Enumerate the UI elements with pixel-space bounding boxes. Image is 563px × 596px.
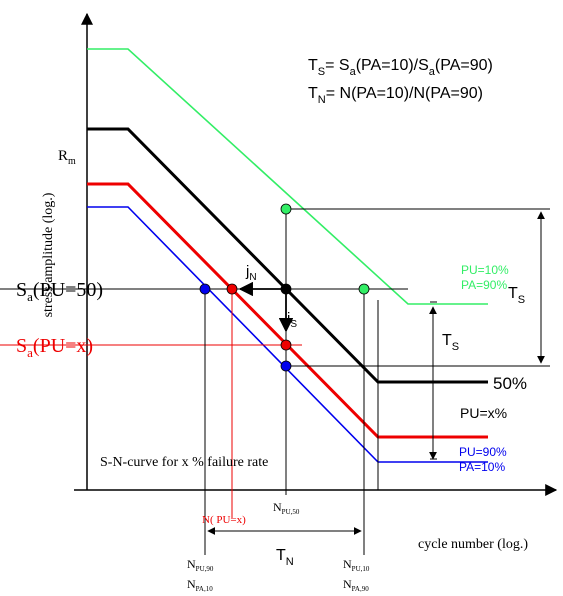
label-tn: TN xyxy=(276,547,294,568)
dot-red-center xyxy=(280,339,292,351)
label-pu90: PU=90% xyxy=(459,445,507,459)
label-js: jS xyxy=(286,310,297,330)
label-pa90: PA=90% xyxy=(461,278,507,292)
label-ts-mid: TS xyxy=(442,332,459,353)
label-npa10: NPA,10 xyxy=(187,577,213,593)
y-axis-label: stress amplitude (log.) xyxy=(41,192,56,317)
label-npa90: NPA,90 xyxy=(343,577,369,593)
dot-blue-center xyxy=(280,360,292,372)
label-npu90: NPU,90 xyxy=(187,557,214,573)
curve-caption: S-N-curve for x % failure rate xyxy=(100,455,268,470)
dot-green-right xyxy=(358,283,370,295)
dot-black xyxy=(280,283,292,295)
label-pux: PU=x% xyxy=(460,405,507,421)
label-npux: N( PU=x) xyxy=(202,514,246,526)
label-sax: Sa(PU=x) xyxy=(16,335,93,360)
x-axis-label: cycle number (log.) xyxy=(418,537,528,552)
dot-blue-left xyxy=(199,283,211,295)
curve-blue-pu90 xyxy=(87,206,488,463)
formula-tn: TN= N(PA=10)/N(PA=90) xyxy=(308,85,483,106)
formula-ts: TS= Sa(PA=10)/Sa(PA=90) xyxy=(308,57,493,78)
label-sa50: Sa(PU=50) xyxy=(16,279,103,304)
dot-red-left xyxy=(226,283,238,295)
label-rm: Rm xyxy=(58,148,76,167)
label-npu50: NPU,50 xyxy=(273,500,300,516)
label-jn: jN xyxy=(245,263,257,283)
dot-green-top xyxy=(280,203,292,215)
label-50pct: 50% xyxy=(493,374,527,393)
label-npu10: NPU,10 xyxy=(343,557,370,573)
curve-green-pu10 xyxy=(87,48,488,305)
label-pu10: PU=10% xyxy=(461,263,509,277)
label-ts-right: TS xyxy=(508,285,525,306)
label-pa10: PA=10% xyxy=(459,460,505,474)
